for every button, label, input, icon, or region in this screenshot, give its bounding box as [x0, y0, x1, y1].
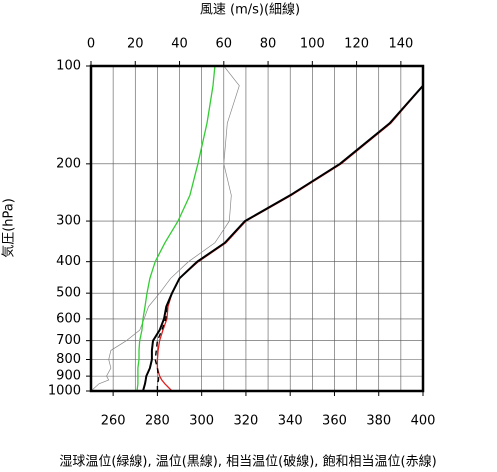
x-axis-title: 湿球温位(緑線), 温位(黒線), 相当温位(破線), 飽和相当温位(赤線) — [59, 454, 436, 470]
x2-tick-label: 40 — [171, 37, 188, 52]
x-tick-label: 300 — [189, 414, 214, 429]
y-tick-label: 700 — [56, 333, 81, 348]
top-axis-title: 風速 (m/s)(細線) — [200, 2, 300, 18]
x-tick-label: 400 — [411, 414, 436, 429]
series-line — [142, 85, 424, 392]
plot-frame — [89, 64, 425, 393]
x-tick-label: 360 — [322, 414, 347, 429]
y-axis-title: 気圧(hPa) — [1, 198, 17, 258]
y-tick-label: 100 — [56, 59, 81, 74]
x2-tick-label: 100 — [300, 37, 325, 52]
y-tick-label: 500 — [56, 286, 81, 301]
x2-tick-label: 140 — [388, 37, 413, 52]
y-tick-label: 600 — [56, 311, 81, 326]
x-tick-label: 260 — [101, 414, 126, 429]
series-line — [90, 65, 240, 392]
x-tick-label: 380 — [366, 414, 391, 429]
x2-tick-label: 0 — [87, 37, 95, 52]
x2-tick-label: 60 — [216, 37, 233, 52]
x-tick-label: 340 — [278, 414, 303, 429]
y-tick-label: 800 — [56, 352, 81, 367]
x2-tick-label: 80 — [260, 37, 277, 52]
x2-tick-label: 20 — [127, 37, 144, 52]
y-tick-label: 400 — [56, 254, 81, 269]
y-tick-label: 300 — [56, 214, 81, 229]
y-tick-label: 200 — [56, 156, 81, 171]
x-tick-label: 280 — [145, 414, 170, 429]
series-line — [136, 65, 216, 392]
x-tick-label: 320 — [234, 414, 259, 429]
y-tick-label: 1000 — [48, 384, 81, 399]
series-line — [154, 85, 424, 391]
x2-tick-label: 120 — [344, 37, 369, 52]
y-tick-label: 900 — [56, 369, 81, 384]
